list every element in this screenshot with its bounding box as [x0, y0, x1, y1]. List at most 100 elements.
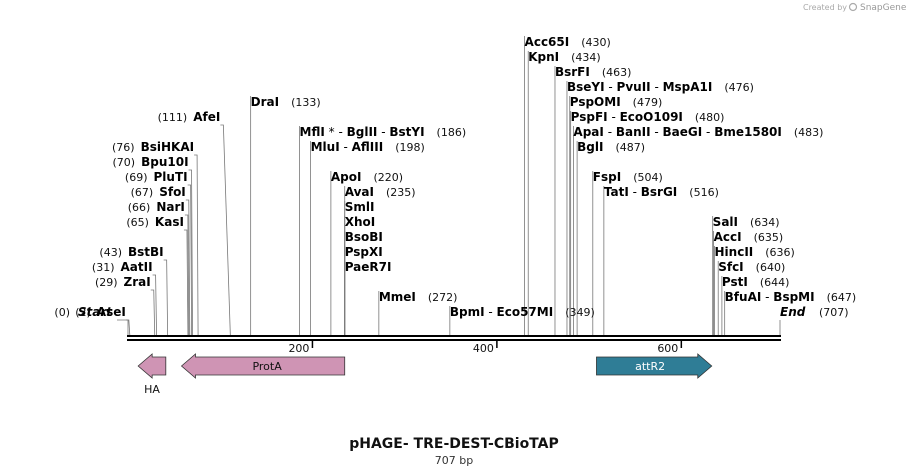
map-title: pHAGE- TRE-DEST-CBioTAP [349, 436, 559, 452]
site-mmei: MmeI (272) [379, 290, 458, 304]
site-fspi: FspI (504) [593, 170, 663, 184]
site-position-psti: (644) [760, 276, 790, 289]
site-label-part: HincII [715, 245, 754, 259]
site-mfli: MflI * - BglII - BstYI (186) [300, 125, 467, 139]
site-label-pspomi: PspOMI [570, 95, 621, 109]
site-position-tati: (516) [689, 186, 719, 199]
site-position-bgli: (487) [615, 141, 645, 154]
feature-arrow-attr2[interactable] [596, 353, 713, 379]
connector-bstbi [163, 259, 169, 337]
site-label-part: ApoI [331, 170, 362, 184]
site-label-part: EcoO109I [620, 110, 683, 124]
site-position-pspomi: (479) [633, 96, 663, 109]
site-label-part: * - [325, 125, 347, 139]
site-label-plutI: PluTI [154, 170, 188, 184]
site-label-part: BspMI [773, 290, 814, 304]
site-drai: DraI (133) [251, 95, 321, 109]
site-label-hincii: HincII [715, 245, 754, 259]
site-position-bsrfi: (463) [602, 66, 632, 79]
feature-label-prota: ProtA [252, 360, 282, 373]
connector-zrai [150, 289, 156, 337]
start-label: Start [78, 305, 113, 319]
site-plutI: PluTI (69) [125, 170, 188, 184]
site-label-part: AseI [97, 305, 126, 319]
site-position-apoi: (220) [373, 171, 403, 184]
site-position-acci: (635) [754, 231, 784, 244]
site-aatii: AatII (31) [92, 260, 153, 274]
feature-arrow-prota[interactable] [180, 353, 346, 379]
site-label-part: SalI [713, 215, 738, 229]
end-marker: End (707) [780, 305, 849, 319]
site-position-sfci: (640) [756, 261, 786, 274]
site-zrai: ZraI (29) [95, 275, 151, 289]
site-label-part: XhoI [345, 215, 376, 229]
site-bgli: BglI (487) [577, 140, 645, 154]
connector-sfoi [185, 199, 191, 337]
site-sali: SalI (634) [713, 215, 780, 229]
site-label-part: MflI [300, 125, 325, 139]
site-label-part: Bpu10I [141, 155, 188, 169]
site-psti: PstI (644) [722, 275, 790, 289]
snapgene-credit: Created by SnapGene [803, 2, 907, 13]
site-position-mlui: (198) [395, 141, 425, 154]
site-paer7i: PaeR7I [345, 260, 392, 274]
feature-prota[interactable]: ProtA [180, 353, 346, 379]
site-label-mfli: MflI * - BglII - BstYI [300, 125, 425, 139]
site-label-apoi: ApoI [331, 170, 362, 184]
site-label-afei: AfeI [193, 110, 220, 124]
site-label-part: Acc65I [525, 35, 570, 49]
site-label-part: PaeR7I [345, 260, 392, 274]
site-sfci: SfcI (640) [718, 260, 785, 274]
site-label-acc65i: Acc65I [525, 35, 570, 49]
site-bseyi: BseYI - PvuII - MspA1I (476) [567, 80, 754, 94]
site-label-part: - [604, 125, 616, 139]
end-label: End [780, 305, 806, 319]
sequence-length-label: 707 bp [435, 454, 473, 467]
ruler-ticks: 200 400 600 [288, 341, 683, 355]
feature-attr2[interactable]: attR2 [596, 353, 713, 379]
site-label-bseyi: BseYI - PvuII - MspA1I [567, 80, 712, 94]
site-label-part: - [702, 125, 714, 139]
site-bsrfi: BsrFI (463) [555, 65, 631, 79]
site-pspxi: PspXI [345, 245, 383, 259]
start-marker: (0) Start [54, 305, 113, 319]
site-label-xhoi: XhoI [345, 215, 376, 229]
site-apai: ApaI - BanII - BaeGI - Bme1580I (483) [573, 125, 823, 139]
site-position-afei: (111) [158, 111, 188, 124]
site-label-bgli: BglI [577, 140, 603, 154]
site-position-plutI: (69) [125, 171, 148, 184]
site-bfuai: BfuAI - BspMI (647) [725, 290, 857, 304]
site-label-bsihkai: BsiHKAI [141, 140, 195, 154]
connector-nari [184, 214, 190, 337]
site-position-sfoi: (67) [131, 186, 154, 199]
site-label-pspxi: PspXI [345, 245, 383, 259]
site-position-pspfi: (480) [695, 111, 725, 124]
site-pspfi: PspFI - EcoO109I (480) [571, 110, 725, 124]
site-position-mfli: (186) [437, 126, 467, 139]
site-position-acc65i: (430) [581, 36, 611, 49]
site-bpu10i: Bpu10I (70) [113, 155, 189, 169]
restriction-site-labels: AseI (2) ZraI (29)AatII (31) BstBI (43) KasI (65… [75, 35, 856, 319]
site-acci: AccI (635) [714, 230, 784, 244]
site-sfoi: SfoI (67) [131, 185, 186, 199]
site-label-part: BsrFI [555, 65, 590, 79]
site-position-asei: (2) [75, 306, 91, 319]
site-label-part: BsiHKAI [141, 140, 195, 154]
site-label-part: - [377, 125, 389, 139]
connector-afei [220, 124, 231, 337]
site-label-kpni: KpnI [528, 50, 559, 64]
site-label-bpu10i: Bpu10I [141, 155, 188, 169]
connector-aatii [152, 274, 157, 337]
feature-arrow-ha[interactable] [137, 353, 167, 379]
connector-bpu10i [188, 169, 193, 337]
feature-ha[interactable]: HA [137, 353, 167, 396]
site-label-part: PspOMI [570, 95, 621, 109]
site-label-zrai: ZraI [124, 275, 151, 289]
site-position-bpmi: (349) [565, 306, 595, 319]
features-track: HA ProtA attR2 [137, 353, 713, 396]
site-label-smli: SmlI [345, 200, 375, 214]
site-label-part: ApaI [573, 125, 603, 139]
tick-label-600: 600 [657, 342, 678, 355]
site-label-part: - [605, 80, 617, 94]
